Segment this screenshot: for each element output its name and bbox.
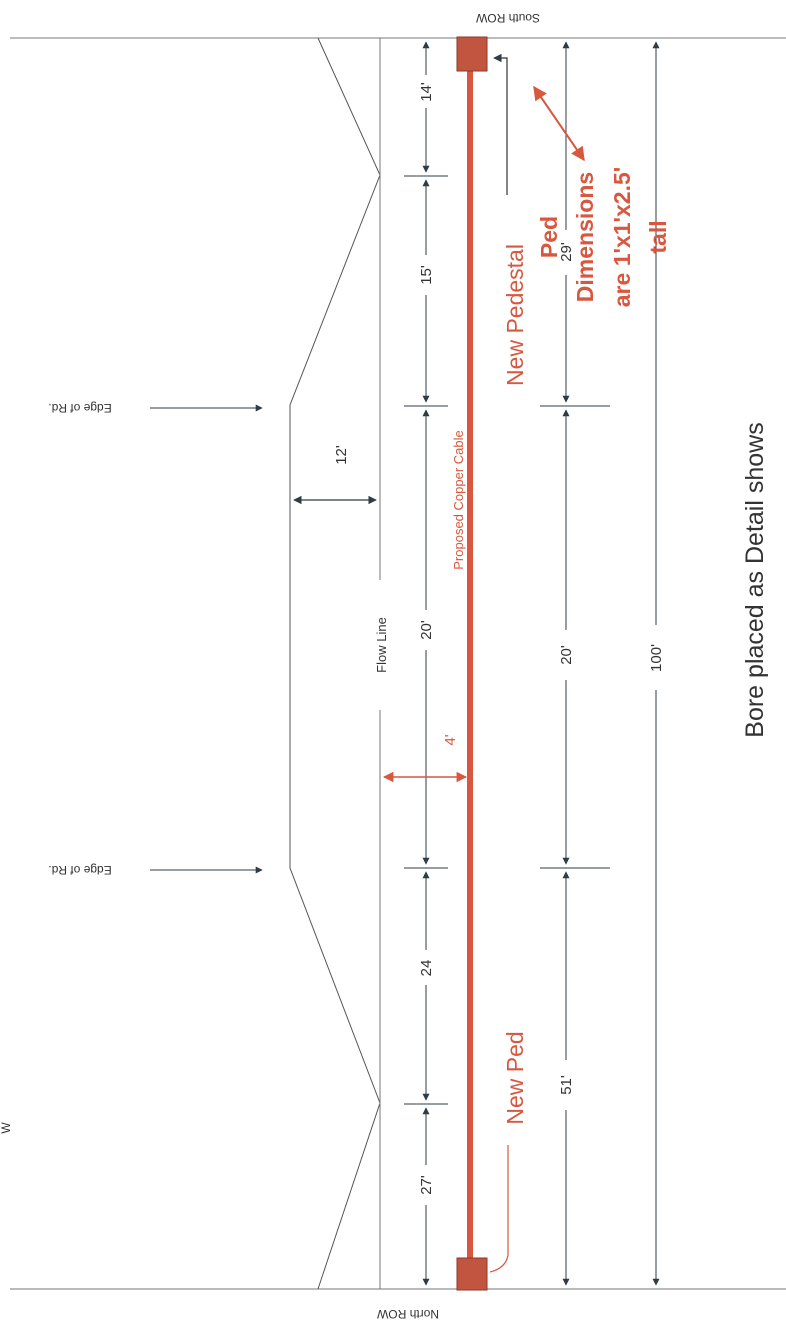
- dim-29: 29': [558, 242, 575, 262]
- new-pedestal-leader: [493, 53, 508, 195]
- ped-dimensions-line4: tall: [645, 220, 671, 253]
- edge-of-rd-label-2: Edge of Rd.: [48, 863, 111, 877]
- corner-mark: W: [0, 1122, 13, 1134]
- new-pedestal-label: New Pedestal: [502, 244, 528, 386]
- new-ped-leader: [489, 1145, 509, 1273]
- south-row-label: South ROW: [475, 11, 540, 25]
- new-pedestal-south: [456, 36, 488, 72]
- ped-dimensions-line1: Ped: [536, 216, 562, 258]
- dim-20-flow: 20': [418, 620, 435, 640]
- dim-14: 14': [418, 82, 435, 102]
- new-ped-north: [456, 1257, 488, 1291]
- dim-24: 24: [418, 960, 435, 977]
- flow-line-label: Flow Line: [374, 617, 389, 673]
- dimension-column-inner: [404, 41, 448, 1286]
- bore-note: Bore placed as Detail shows: [741, 422, 769, 737]
- proposed-copper-cable-label: Proposed Copper Cable: [451, 430, 466, 569]
- ped-dimensions-line3: are 1'x1'x2.5': [609, 167, 635, 307]
- dim-20-mid: 20': [558, 645, 575, 665]
- ped-dimensions-line2: Dimensions: [572, 172, 598, 302]
- dim-51: 51': [558, 1075, 575, 1095]
- dim-4: 4': [442, 734, 459, 745]
- dim-27: 27': [418, 1175, 435, 1195]
- edge-of-rd-label-1: Edge of Rd.: [48, 401, 111, 415]
- dim-15: 15': [418, 265, 435, 285]
- ped-dimensions-pointer: [533, 85, 585, 162]
- road-edge-outline: [289, 37, 381, 1290]
- dim-100: 100': [648, 644, 665, 672]
- dimension-column-middle: [540, 41, 610, 1286]
- dim-12: 12': [333, 445, 350, 465]
- new-ped-label: New Ped: [502, 1031, 528, 1124]
- north-row-label: North ROW: [376, 1307, 439, 1321]
